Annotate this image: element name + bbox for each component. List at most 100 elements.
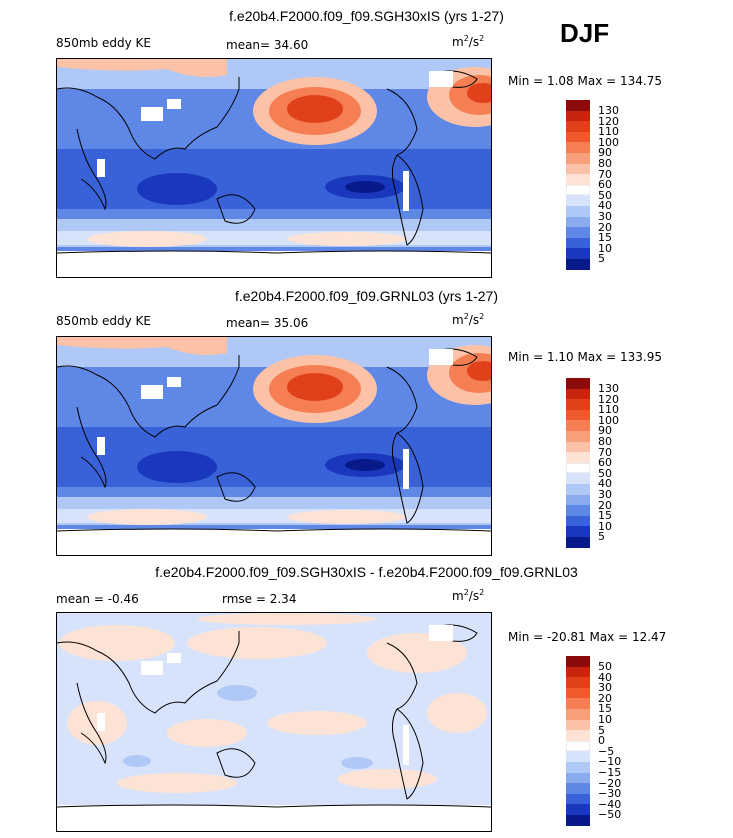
cbar2-cell — [566, 441, 590, 453]
panel-2-masked-terrain — [97, 349, 453, 489]
panel-1-title: f.e20b4.F2000.f09_f09.SGH30xIS (yrs 1-27… — [229, 8, 504, 24]
south-indian-warm — [87, 509, 207, 525]
cbar3-tick: 30 — [598, 681, 612, 695]
cbar2-cell — [566, 484, 590, 495]
cbar1-cell — [566, 259, 590, 270]
cbar1-cell — [566, 153, 590, 164]
cbar1-tick: 40 — [598, 199, 612, 213]
cbar3-cell — [566, 719, 590, 731]
cbar2-tick: 20 — [598, 498, 612, 512]
panel-3-colorbar: 50 40 30 20 15 10 5 0 −5 −10 −15 −20 −30… — [566, 656, 621, 826]
panel-3-title: f.e20b4.F2000.f09_f09.SGH30xIS - f.e20b4… — [155, 564, 578, 580]
panel-3-rmse: rmse = 2.34 — [222, 592, 297, 606]
cbar2-cell — [566, 409, 590, 421]
cbar3-tick: 40 — [598, 670, 612, 684]
panel-2-title: f.e20b4.F2000.f09_f09.GRNL03 (yrs 1-27) — [234, 288, 499, 304]
panel-1-mean: mean= 34.60 — [226, 38, 309, 52]
cbar1-cell — [566, 163, 590, 175]
tropics-band — [57, 149, 491, 209]
cbar2-cell — [566, 388, 590, 400]
cbar2-tick: 15 — [598, 509, 612, 523]
cbar1-tick: 110 — [598, 125, 619, 139]
cbar3-tick: 0 — [598, 734, 605, 748]
north-asia-warm — [57, 337, 227, 355]
cbar3-cell — [566, 730, 590, 741]
cbar2-tick: 100 — [598, 413, 619, 427]
panel-2-units: m2/s2 — [452, 312, 485, 327]
season-label: DJF — [560, 18, 610, 48]
cbar2-tick: 50 — [598, 466, 612, 480]
cbar2-tick: 30 — [598, 488, 612, 501]
panel-1-map — [56, 58, 492, 278]
cbar3-cell — [566, 677, 590, 688]
cbar3-tick: −10 — [598, 755, 622, 769]
cbar3-cell — [566, 709, 590, 720]
panel-2-minmax: Min = 1.10 Max = 133.95 — [508, 350, 662, 364]
atlantic-storm-core — [467, 83, 491, 103]
panel-3-minmax: Min = -20.81 Max = 12.47 — [508, 630, 667, 644]
cbar3-cell — [566, 740, 590, 752]
cbar1-cell — [566, 110, 590, 122]
cbar1-tick: 90 — [598, 146, 612, 160]
cbar1-cell — [566, 237, 590, 249]
cbar3-cell — [566, 793, 590, 805]
cbar3-tick: −15 — [598, 766, 622, 779]
cbar1-tick: 60 — [598, 178, 612, 192]
cbar1-tick: 100 — [598, 135, 619, 149]
cbar2-cell — [566, 473, 590, 484]
panel-3-masked-terrain — [97, 625, 453, 765]
antarctica-band — [57, 529, 491, 555]
panel-1-map-svg — [57, 59, 491, 277]
cbar3-cell — [566, 804, 590, 815]
cbar1-cell — [566, 216, 590, 228]
cbar2-cell — [566, 431, 590, 442]
cbar3-cell — [566, 772, 590, 784]
cbar3-tick: 20 — [598, 691, 612, 705]
cbar3-cell — [566, 656, 590, 667]
cbar3-tick: −40 — [598, 797, 622, 811]
panel-2-map-svg — [57, 337, 491, 555]
cbar3-tick: 5 — [598, 723, 605, 737]
cbar3-cell — [566, 815, 590, 826]
pacific-min — [345, 181, 385, 193]
cbar1-cell — [566, 184, 590, 196]
cbar2-tick: 5 — [598, 530, 605, 544]
cbar1-cell — [566, 248, 590, 259]
panel-3-map-svg — [57, 613, 491, 831]
panel-3-units: m2/s2 — [452, 588, 485, 603]
diff-negative-patches — [123, 685, 373, 769]
south-indian-warm — [87, 231, 207, 247]
pacific-storm-core — [287, 95, 343, 123]
panel-3-mean: mean = -0.46 — [56, 592, 139, 606]
panel-2-mean: mean= 35.06 — [226, 316, 309, 330]
pacific-min — [345, 459, 385, 471]
cbar3-tick: −5 — [598, 744, 615, 758]
cbar2-cell — [566, 505, 590, 516]
cbar1-cell — [566, 142, 590, 153]
cbar1-tick: 70 — [598, 167, 612, 181]
cbar1-tick: 20 — [598, 220, 612, 234]
cbar3-cell — [566, 698, 590, 709]
pacific-storm-core — [287, 373, 343, 401]
panel-2-coastlines — [57, 348, 491, 532]
north-asia-warm — [57, 59, 227, 77]
tropics-band — [57, 427, 491, 487]
cbar1-tick: 120 — [598, 114, 619, 128]
cbar3-cell — [566, 687, 590, 699]
cbar1-cell — [566, 174, 590, 185]
panel-2-variable-label: 850mb eddy KE — [56, 314, 152, 328]
cbar3-cell — [566, 751, 590, 762]
cbar2-tick: 130 — [598, 382, 619, 395]
cbar3-tick: 15 — [598, 702, 612, 716]
indian-ocean-low — [137, 173, 217, 205]
cbar2-tick: 10 — [598, 519, 612, 533]
cbar1-cell — [566, 206, 590, 217]
panel-1-colorbar: 130 120 110 100 90 80 70 60 50 40 30 20 … — [566, 100, 619, 270]
cbar3-cell — [566, 783, 590, 794]
cbar3-cell — [566, 666, 590, 678]
cbar1-tick: 80 — [598, 157, 612, 170]
panel-1-variable-label: 850mb eddy KE — [56, 36, 152, 50]
cbar2-tick: 110 — [598, 403, 619, 417]
cbar2-cell — [566, 494, 590, 506]
panel-1-minmax: Min = 1.08 Max = 134.75 — [508, 74, 662, 88]
